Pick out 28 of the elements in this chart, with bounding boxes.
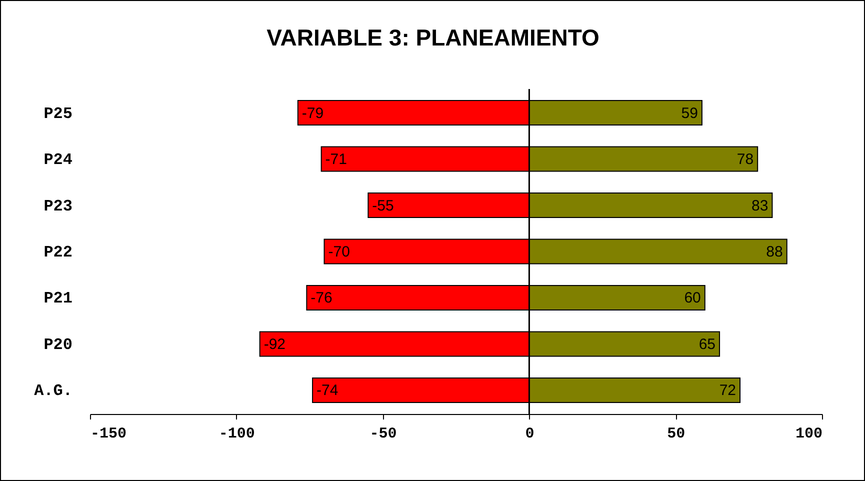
x-tick-label: -100 — [218, 426, 255, 442]
data-label: 65 — [698, 336, 716, 353]
data-label: 88 — [766, 244, 783, 260]
x-tick-label: 0 — [525, 426, 534, 442]
x-tick-label: 50 — [667, 426, 686, 442]
data-label: -76 — [310, 290, 332, 307]
y-tick-label: P22 — [44, 244, 72, 262]
data-label: 60 — [684, 290, 701, 307]
data-label: 59 — [681, 104, 698, 122]
y-tick-label: P23 — [44, 197, 72, 216]
data-label: -55 — [372, 197, 394, 214]
data-label: -74 — [316, 382, 338, 400]
data-label: 78 — [736, 151, 754, 168]
data-label: -70 — [328, 244, 350, 260]
data-label: 83 — [752, 197, 768, 214]
x-tick-label: -150 — [90, 426, 127, 442]
data-label: -92 — [264, 336, 286, 353]
y-tick-label: P24 — [44, 151, 73, 170]
y-tick-label: P21 — [44, 290, 72, 308]
y-tick-label: P20 — [44, 336, 72, 354]
x-tick-label: -50 — [370, 426, 397, 442]
y-tick-label: A.G. — [34, 382, 72, 400]
data-label: -71 — [325, 151, 347, 168]
data-label: -79 — [302, 104, 324, 122]
chart-title: VARIABLE 3: PLANEAMIENTO — [266, 24, 600, 50]
data-label: 72 — [719, 382, 736, 400]
y-tick-label: P25 — [44, 104, 72, 123]
x-tick-label: 100 — [795, 426, 822, 442]
